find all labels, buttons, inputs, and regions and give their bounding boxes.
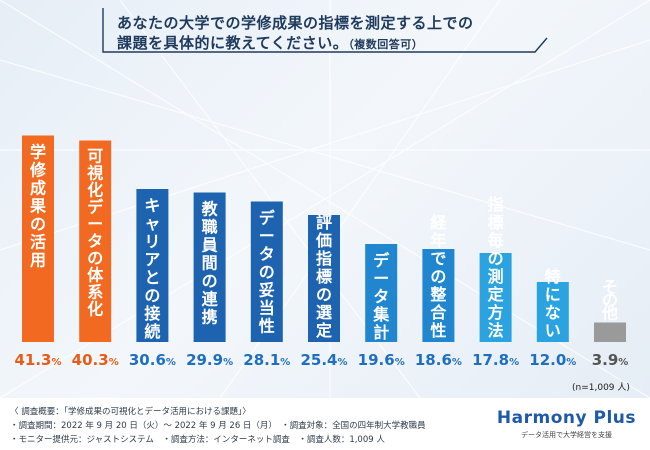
category-label-2: キャリアとの接続 <box>144 196 160 341</box>
bar-8 <box>479 253 512 342</box>
title-note: （複数回答可） <box>348 38 424 51</box>
bar-5 <box>308 215 340 342</box>
bar-6 <box>365 244 398 342</box>
bar-9 <box>536 282 569 342</box>
bar-7 <box>422 249 455 342</box>
footer: 〈 調査概要：「学修成果の可視化とデータ活用における課題」〉 ・調査期間：202… <box>0 398 650 450</box>
bar-chart: 学修成果の活用 41.3% 可視化データの体系化 40.3% キャリアとの接続 30.6%… <box>14 135 629 369</box>
footer-survey-title: 〈 調査概要：「学修成果の可視化とデータ活用における課題」〉 <box>10 407 251 417</box>
bar-4 <box>250 201 283 342</box>
category-label-7: 経年での整合性 <box>429 213 447 340</box>
value-label-3: 29.9% <box>186 351 233 369</box>
value-label-10: 3.9% <box>592 351 629 369</box>
title-bracket-icon <box>102 8 548 53</box>
category-label-0: 学修成果の活用 <box>29 143 47 270</box>
category-label-3: 教職員間の連携 <box>201 200 219 327</box>
bar-10 <box>594 322 626 342</box>
category-label-6: データ集計 <box>372 251 390 342</box>
bar-1 <box>79 140 112 342</box>
value-label-5: 25.4% <box>300 351 347 369</box>
title-line-2-text: 課題を具体的に教えてください。 <box>117 34 349 52</box>
category-label-1: 可視化データの体系化 <box>86 147 104 319</box>
category-label-9: 特にない <box>545 267 561 340</box>
value-label-7: 18.6% <box>415 351 462 369</box>
category-label-8: 指標毎の測定方法 <box>487 195 504 340</box>
title-line-1: あなたの大学での学修成果の指標を測定する上での <box>117 14 474 32</box>
chart-title: あなたの大学での学修成果の指標を測定する上での 課題を具体的に教えてください。（… <box>95 8 550 58</box>
brand-logo: Harmony Plus データ活用で大学経営を支援 <box>497 408 636 440</box>
bar-2 <box>136 189 169 342</box>
category-label-5: 評価指標の選定 <box>315 213 332 340</box>
sample-size-note: (n=1,009 人) <box>572 383 630 393</box>
value-label-6: 19.6% <box>358 351 405 369</box>
value-label-0: 41.3% <box>14 351 61 369</box>
title-line-2: 課題を具体的に教えてください。（複数回答可） <box>117 32 423 53</box>
bar-0 <box>22 135 54 342</box>
brand-tagline: データ活用で大学経営を支援 <box>520 431 612 439</box>
value-label-8: 17.8% <box>472 351 519 369</box>
footer-survey-method: ・モニター提供元：ジャストシステム ・調査方法：インターネット調査 ・調査人数：… <box>10 435 385 445</box>
category-label-10: その他 <box>601 278 618 323</box>
value-label-9: 12.0% <box>529 351 576 369</box>
value-label-4: 28.1% <box>243 351 290 369</box>
value-label-2: 30.6% <box>129 351 176 369</box>
footer-survey-period: ・調査期間：2022 年 9 月 20 日（火）～ 2022 年 9 月 26 … <box>10 421 426 431</box>
value-label-1: 40.3% <box>72 351 119 369</box>
bar-3 <box>193 192 226 342</box>
category-label-4: データの妥当性 <box>259 209 276 336</box>
brand-name: Harmony Plus <box>496 408 636 428</box>
